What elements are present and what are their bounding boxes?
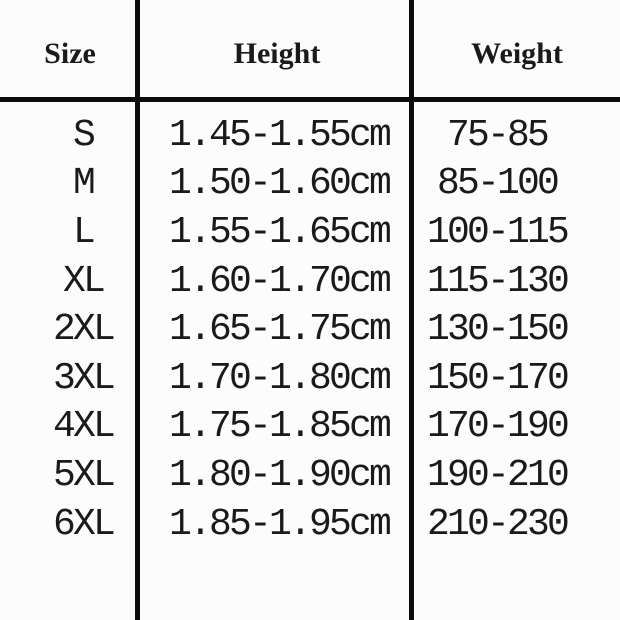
size-cell: 4XL	[52, 405, 116, 449]
height-cell: 1.45-1.55cm	[168, 113, 392, 157]
table-row: M 1.50-1.60cm 85-100	[0, 160, 620, 209]
height-cell: 1.85-1.95cm	[168, 502, 392, 546]
size-cell: 3XL	[52, 356, 116, 400]
weight-cell: 115-130	[426, 259, 570, 303]
table-row: L 1.55-1.65cm 100-115	[0, 208, 620, 257]
height-cell: 1.75-1.85cm	[168, 405, 392, 449]
height-cell: 1.80-1.90cm	[168, 453, 392, 497]
size-cell: M	[72, 162, 96, 206]
table-body: S 1.45-1.55cm 75-85 M 1.50-1.60cm 85-100 L 1.55…	[0, 102, 620, 548]
height-cell: 1.65-1.75cm	[168, 308, 392, 352]
height-cell: 1.50-1.60cm	[168, 162, 392, 206]
size-cell: S	[72, 113, 96, 157]
size-cell: 5XL	[52, 453, 116, 497]
size-cell: XL	[62, 259, 106, 303]
column-header-weight: Weight	[471, 37, 563, 70]
table-row: 3XL 1.70-1.80cm 150-170	[0, 354, 620, 403]
table-row: S 1.45-1.55cm 75-85	[0, 111, 620, 160]
column-divider-left	[135, 0, 140, 620]
height-cell: 1.70-1.80cm	[168, 356, 392, 400]
column-header-size: Size	[44, 37, 96, 70]
weight-cell: 170-190	[426, 405, 570, 449]
table-row: 2XL 1.65-1.75cm 130-150	[0, 305, 620, 354]
weight-cell: 85-100	[436, 162, 560, 206]
table-header-row: Size Height Weight	[0, 0, 620, 97]
weight-cell: 75-85	[446, 113, 550, 157]
column-header-height: Height	[233, 37, 321, 70]
table-row: 5XL 1.80-1.90cm 190-210	[0, 451, 620, 500]
table-row: XL 1.60-1.70cm 115-130	[0, 257, 620, 306]
header-divider-line	[0, 97, 620, 102]
table-row: 4XL 1.75-1.85cm 170-190	[0, 403, 620, 452]
weight-cell: 210-230	[426, 502, 570, 546]
height-cell: 1.60-1.70cm	[168, 259, 392, 303]
size-cell: 6XL	[52, 502, 116, 546]
height-cell: 1.55-1.65cm	[168, 210, 392, 254]
weight-cell: 150-170	[426, 356, 570, 400]
weight-cell: 190-210	[426, 453, 570, 497]
table-row: 6XL 1.85-1.95cm 210-230	[0, 500, 620, 549]
column-divider-right	[409, 0, 414, 620]
weight-cell: 100-115	[426, 210, 570, 254]
weight-cell: 130-150	[426, 308, 570, 352]
size-cell: L	[72, 210, 96, 254]
size-cell: 2XL	[52, 308, 116, 352]
